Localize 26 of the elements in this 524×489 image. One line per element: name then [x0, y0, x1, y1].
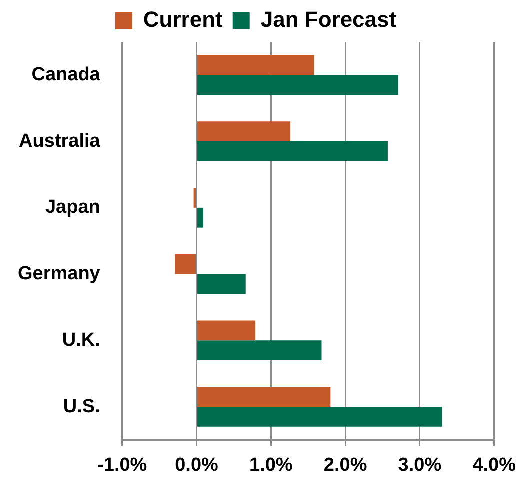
bar	[198, 142, 388, 162]
bar	[175, 254, 196, 274]
bar	[198, 75, 398, 96]
bar	[198, 55, 314, 76]
x-tick-label: 3.0%	[398, 454, 442, 476]
bar	[198, 387, 331, 408]
bar	[198, 320, 256, 341]
x-tick-label: 0.0%	[175, 454, 219, 476]
x-tick-label: 4.0%	[472, 454, 516, 476]
x-tick-label: 2.0%	[324, 454, 368, 476]
bar	[198, 340, 322, 361]
legend-label: Current	[143, 7, 224, 32]
bar	[198, 122, 291, 142]
bar	[198, 407, 442, 427]
legend-label: Jan Forecast	[260, 7, 398, 32]
bar	[198, 274, 246, 294]
bar	[194, 188, 196, 208]
y-tick-label: U.K.	[62, 330, 100, 351]
x-tick-label: 1.0%	[250, 454, 293, 476]
y-tick-label: Germany	[18, 264, 101, 285]
y-tick-label: Australia	[19, 130, 101, 152]
y-tick-label: Canada	[32, 64, 101, 86]
bar	[198, 208, 204, 228]
x-tick-label: -1.0%	[98, 454, 148, 476]
y-tick-label: Japan	[45, 197, 100, 218]
y-tick-label: U.S.	[63, 396, 100, 418]
